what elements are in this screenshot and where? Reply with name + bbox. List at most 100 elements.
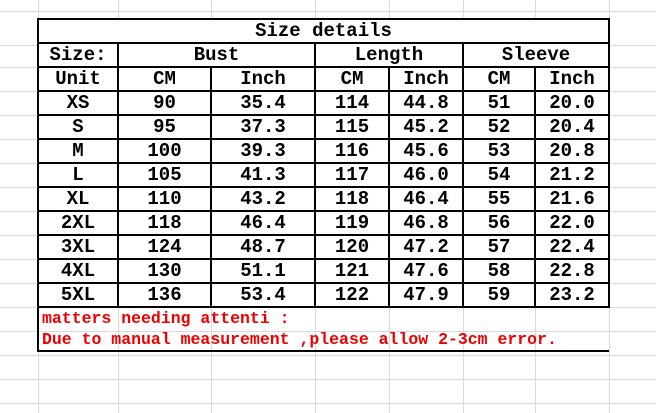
size-row: 5XL 136 53.4 122 47.9 59 23.2 xyxy=(37,282,611,308)
cell-sleeve_cm: 51 xyxy=(462,90,536,116)
cell-sleeve_inch: 20.4 xyxy=(533,114,611,140)
size-row: S 95 37.3 115 45.2 52 20.4 xyxy=(37,114,611,140)
cell-length_inch: 44.8 xyxy=(388,90,464,116)
cell-bust_cm: 100 xyxy=(117,138,212,164)
cell-bust_inch: 41.3 xyxy=(210,162,316,188)
title-row: Size details xyxy=(36,18,611,44)
cell-length_cm: 117 xyxy=(314,162,390,188)
cell-length_cm: 119 xyxy=(314,210,390,236)
unit-cell: CM xyxy=(462,66,536,92)
table-body-section: XS 90 35.4 114 44.8 51 20.0 S 95 37.3 115 45.2 52 20.… xyxy=(37,90,611,308)
cell-length_inch: 46.8 xyxy=(388,210,464,236)
cell-sleeve_cm: 52 xyxy=(462,114,536,140)
cell-length_cm: 118 xyxy=(314,186,390,212)
cell-size: 4XL xyxy=(37,258,119,284)
unit-cell: CM xyxy=(314,66,390,92)
note-row: matters needing attenti : xyxy=(36,307,610,329)
cell-length_cm: 121 xyxy=(314,258,390,284)
cell-sleeve_inch: 22.8 xyxy=(533,258,611,284)
size-row: 3XL 124 48.7 120 47.2 57 22.4 xyxy=(37,234,611,260)
gridline xyxy=(609,0,610,413)
cell-bust_inch: 53.4 xyxy=(210,282,316,308)
cell-size: S xyxy=(37,114,119,140)
cell-bust_inch: 43.2 xyxy=(210,186,316,212)
cell-bust_cm: 136 xyxy=(117,282,212,308)
note-line-2: Due to manual measurement ,please allow … xyxy=(36,329,610,352)
cell-bust_cm: 130 xyxy=(117,258,212,284)
cell-bust_inch: 46.4 xyxy=(210,210,316,236)
cell-length_inch: 47.6 xyxy=(388,258,464,284)
cell-length_cm: 120 xyxy=(314,234,390,260)
cell-size: XS xyxy=(37,90,119,116)
unit-cell: Unit xyxy=(37,66,119,92)
cell-bust_inch: 48.7 xyxy=(210,234,316,260)
cell-size: L xyxy=(37,162,119,188)
cell-bust_cm: 105 xyxy=(117,162,212,188)
gridline xyxy=(0,379,656,380)
size-row: M 100 39.3 116 45.6 53 20.8 xyxy=(37,138,611,164)
cell-length_inch: 46.0 xyxy=(388,162,464,188)
size-row: 4XL 130 51.1 121 47.6 58 22.8 xyxy=(37,258,611,284)
cell-length_cm: 116 xyxy=(314,138,390,164)
cell-length_inch: 45.6 xyxy=(388,138,464,164)
size-row: XS 90 35.4 114 44.8 51 20.0 xyxy=(37,90,611,116)
cell-bust_cm: 110 xyxy=(117,186,212,212)
unit-cell: Inch xyxy=(388,66,464,92)
cell-sleeve_inch: 23.2 xyxy=(533,282,611,308)
size-row: XL 110 43.2 118 46.4 55 21.6 xyxy=(37,186,611,212)
table-notes-section: matters needing attenti : Due to manual … xyxy=(36,307,610,352)
gridline xyxy=(0,355,656,356)
cell-bust_cm: 90 xyxy=(117,90,212,116)
cell-size: 5XL xyxy=(37,282,119,308)
cell-sleeve_cm: 53 xyxy=(462,138,536,164)
cell-size: M xyxy=(37,138,119,164)
size-row: 2XL 118 46.4 119 46.8 56 22.0 xyxy=(37,210,611,236)
gridline xyxy=(0,11,656,12)
cell-bust_cm: 124 xyxy=(117,234,212,260)
cell-sleeve_cm: 58 xyxy=(462,258,536,284)
cell-sleeve_inch: 22.4 xyxy=(533,234,611,260)
size-row: L 105 41.3 117 46.0 54 21.2 xyxy=(37,162,611,188)
cell-length_cm: 122 xyxy=(314,282,390,308)
cell-length_inch: 46.4 xyxy=(388,186,464,212)
header-bust: Bust xyxy=(117,42,316,68)
cell-sleeve_inch: 20.8 xyxy=(533,138,611,164)
cell-size: XL xyxy=(37,186,119,212)
cell-length_inch: 47.2 xyxy=(388,234,464,260)
cell-sleeve_inch: 21.2 xyxy=(533,162,611,188)
cell-size: 3XL xyxy=(37,234,119,260)
cell-sleeve_cm: 55 xyxy=(462,186,536,212)
cell-sleeve_cm: 56 xyxy=(462,210,536,236)
size-chart-table: Size details Size: Bust Length Sleeve Un… xyxy=(36,18,611,352)
gridline xyxy=(0,403,656,404)
header-length: Length xyxy=(314,42,464,68)
cell-length_inch: 45.2 xyxy=(388,114,464,140)
unit-cell: Inch xyxy=(210,66,316,92)
cell-bust_inch: 37.3 xyxy=(210,114,316,140)
cell-bust_inch: 39.3 xyxy=(210,138,316,164)
cell-sleeve_cm: 59 xyxy=(462,282,536,308)
unit-cell: CM xyxy=(117,66,212,92)
cell-bust_cm: 118 xyxy=(117,210,212,236)
note-row: Due to manual measurement ,please allow … xyxy=(36,329,610,352)
header-size-label: Size: xyxy=(37,42,119,68)
cell-sleeve_cm: 57 xyxy=(462,234,536,260)
cell-bust_cm: 95 xyxy=(117,114,212,140)
unit-cell: Inch xyxy=(533,66,611,92)
cell-sleeve_inch: 21.6 xyxy=(533,186,611,212)
table-title: Size details xyxy=(36,18,611,44)
table-head-section: Size details Size: Bust Length Sleeve Un… xyxy=(36,18,611,92)
cell-size: 2XL xyxy=(37,210,119,236)
header-row: Size: Bust Length Sleeve xyxy=(37,42,611,68)
header-sleeve: Sleeve xyxy=(461,42,611,68)
note-line-1: matters needing attenti : xyxy=(36,307,610,329)
cell-sleeve_inch: 22.0 xyxy=(533,210,611,236)
cell-length_cm: 115 xyxy=(314,114,390,140)
cell-bust_inch: 35.4 xyxy=(210,90,316,116)
cell-bust_inch: 51.1 xyxy=(210,258,316,284)
cell-sleeve_cm: 54 xyxy=(462,162,536,188)
unit-row: Unit CM Inch CM Inch CM Inch xyxy=(37,66,611,92)
cell-sleeve_inch: 20.0 xyxy=(533,90,611,116)
cell-length_cm: 114 xyxy=(314,90,390,116)
